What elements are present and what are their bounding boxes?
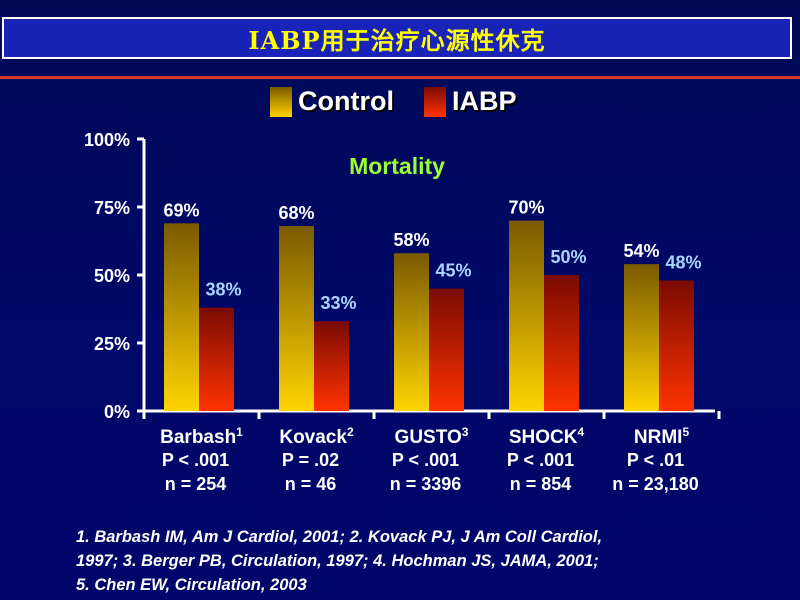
category-p-value: P = .02 — [282, 450, 339, 470]
category-n-value: n = 23,180 — [612, 474, 699, 494]
data-label-control: 58% — [393, 230, 429, 250]
category-n-value: n = 854 — [510, 474, 572, 494]
category-p-value: P < .001 — [507, 450, 574, 470]
y-tick-label: 75% — [94, 198, 130, 218]
footnote-line-2: 1997; 3. Berger PB, Circulation, 1997; 4… — [76, 552, 599, 570]
data-label-control: 68% — [278, 203, 314, 223]
legend-label-control: Control — [298, 86, 394, 116]
data-label-iabp: 38% — [205, 280, 241, 300]
category-footnote-ref: 5 — [682, 425, 689, 439]
data-label-iabp: 50% — [550, 247, 586, 267]
category-n-value: n = 254 — [165, 474, 227, 494]
legend-item-iabp: IABP — [423, 86, 517, 117]
data-label-iabp: 48% — [665, 252, 701, 272]
category-p-value: P < .001 — [392, 450, 459, 470]
data-label-control: 69% — [163, 200, 199, 220]
legend-swatch-control — [270, 86, 292, 117]
legend-item-control: Control — [270, 86, 394, 117]
chart-title: Mortality — [349, 153, 445, 179]
category-label: Barbash1 — [160, 425, 243, 448]
bar-iabp — [199, 307, 234, 411]
category-footnote-ref: 3 — [462, 425, 469, 439]
category-p-value: P < .001 — [162, 450, 229, 470]
category-n-value: n = 46 — [285, 474, 337, 494]
category-footnote-ref: 1 — [236, 425, 243, 439]
legend-swatch-iabp — [423, 86, 446, 117]
y-tick-label: 25% — [94, 334, 130, 354]
bar-control — [164, 223, 199, 411]
y-tick-label: 50% — [94, 266, 130, 286]
header-rule — [0, 76, 800, 79]
category-label: SHOCK4 — [509, 425, 585, 448]
category-label: NRMI5 — [634, 425, 690, 448]
category-footnote-ref: 4 — [577, 425, 584, 439]
bar-control — [509, 220, 544, 411]
footnote-line-1: 1. Barbash IM, Am J Cardiol, 2001; 2. Ko… — [76, 528, 603, 546]
title-banner: IABP用于治疗心源性休克 — [2, 17, 792, 59]
category-n-value: n = 3396 — [390, 474, 462, 494]
mortality-bar-chart: Mortality 0% 25% 50% 75% 100% 69% 38% Barbash1… — [84, 130, 702, 494]
y-tick-label: 100% — [84, 130, 130, 150]
category-footnote-ref: 2 — [347, 425, 354, 439]
bar-control — [624, 264, 659, 411]
bar-iabp — [544, 275, 579, 411]
bar-iabp — [314, 321, 349, 411]
y-tick-label: 0% — [104, 402, 130, 422]
bar-control — [279, 226, 314, 411]
bar-iabp — [429, 288, 464, 411]
data-label-control: 54% — [623, 241, 659, 261]
bar-iabp — [659, 280, 694, 411]
category-p-value: P < .01 — [627, 450, 684, 470]
bar-control — [394, 253, 429, 411]
data-label-iabp: 45% — [435, 261, 471, 281]
footnote-line-3: 5. Chen EW, Circulation, 2003 — [76, 576, 307, 594]
references-footnote: 1. Barbash IM, Am J Cardiol, 2001; 2. Ko… — [76, 525, 756, 597]
legend-label-iabp: IABP — [451, 86, 517, 116]
chart-legend: Control IABP — [270, 86, 547, 117]
category-label: GUSTO3 — [395, 425, 469, 448]
data-label-iabp: 33% — [320, 293, 356, 313]
data-label-control: 70% — [508, 198, 544, 218]
page-title: IABP用于治疗心源性休克 — [248, 25, 546, 55]
category-label: Kovack2 — [279, 425, 354, 448]
